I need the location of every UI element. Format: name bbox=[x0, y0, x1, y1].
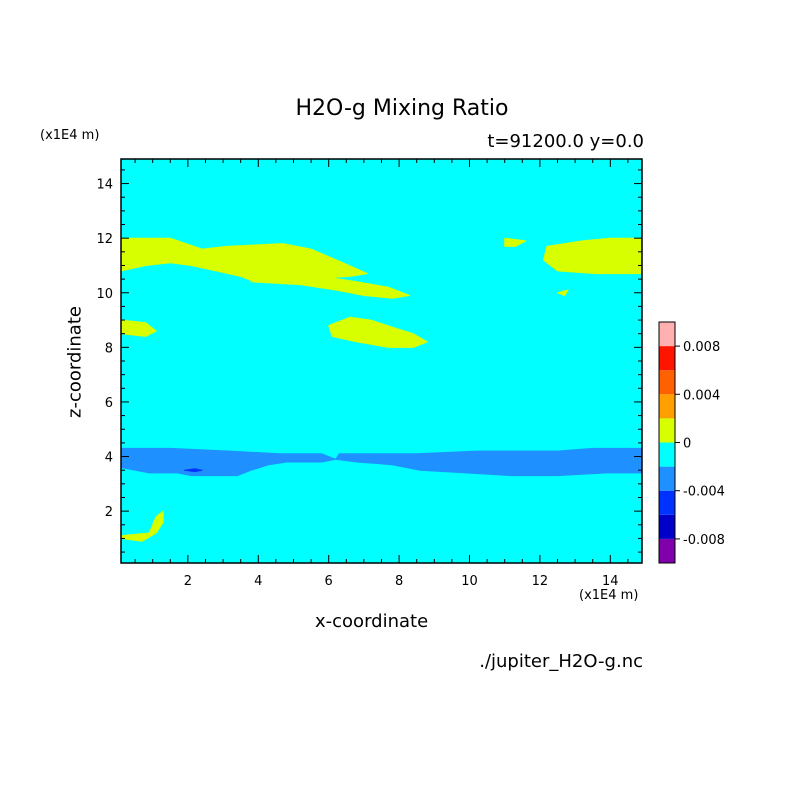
plot-background-level bbox=[121, 159, 642, 563]
y-tick-label: 6 bbox=[105, 396, 113, 411]
contour-region-9 bbox=[335, 447, 642, 477]
colorbar-swatch bbox=[659, 442, 675, 467]
y-axis-unit: (x1E4 m) bbox=[40, 128, 100, 143]
chart-subtitle: t=91200.0 y=0.0 bbox=[487, 131, 644, 152]
colorbar-swatch bbox=[659, 418, 675, 443]
y-tick-label: 10 bbox=[96, 287, 113, 302]
colorbar-tick-label: -0.008 bbox=[683, 533, 725, 548]
x-axis-label: x-coordinate bbox=[315, 611, 429, 632]
colorbar-swatch bbox=[659, 514, 675, 539]
contour-region-4 bbox=[504, 237, 527, 247]
x-axis-unit: (x1E4 m) bbox=[579, 588, 639, 603]
contour-region-2 bbox=[328, 316, 428, 348]
colorbar-swatch bbox=[659, 538, 675, 563]
contour-region-6 bbox=[557, 289, 569, 296]
colorbar-tick-label: 0 bbox=[683, 437, 691, 452]
x-tick-label: 6 bbox=[325, 574, 333, 589]
x-tick-label: 4 bbox=[254, 574, 262, 589]
contour-region-3 bbox=[121, 319, 157, 337]
colorbar-tick-label: 0.008 bbox=[683, 340, 720, 355]
contour-region-10 bbox=[183, 468, 203, 473]
colorbar-swatch bbox=[659, 394, 675, 419]
colorbar-swatch bbox=[659, 322, 675, 347]
colorbar-tick-label: 0.004 bbox=[683, 388, 720, 403]
contour-region-5 bbox=[542, 237, 642, 275]
chart-title: H2O-g Mixing Ratio bbox=[295, 96, 509, 121]
x-tick-label: 14 bbox=[602, 574, 619, 589]
x-tick-label: 8 bbox=[395, 574, 403, 589]
contour-region-7 bbox=[121, 510, 164, 542]
y-tick-label: 8 bbox=[105, 341, 113, 356]
y-tick-label: 12 bbox=[96, 232, 113, 247]
x-tick-label: 2 bbox=[184, 574, 192, 589]
colorbar-tick-label: -0.004 bbox=[683, 485, 725, 500]
y-tick-label: 14 bbox=[96, 178, 113, 193]
contour-region-8 bbox=[121, 447, 337, 477]
colorbar-swatch bbox=[659, 346, 675, 371]
contour-regions bbox=[121, 237, 642, 542]
x-tick-label: 12 bbox=[532, 574, 549, 589]
x-tick-label: 10 bbox=[461, 574, 478, 589]
colorbar-swatch bbox=[659, 370, 675, 395]
colorbar-swatch bbox=[659, 466, 675, 491]
y-tick-label: 4 bbox=[105, 451, 113, 466]
y-tick-label: 2 bbox=[105, 505, 113, 520]
colorbar-swatch bbox=[659, 490, 675, 515]
contour-region-1 bbox=[250, 273, 411, 299]
source-file-label: ./jupiter_H2O-g.nc bbox=[479, 651, 643, 672]
